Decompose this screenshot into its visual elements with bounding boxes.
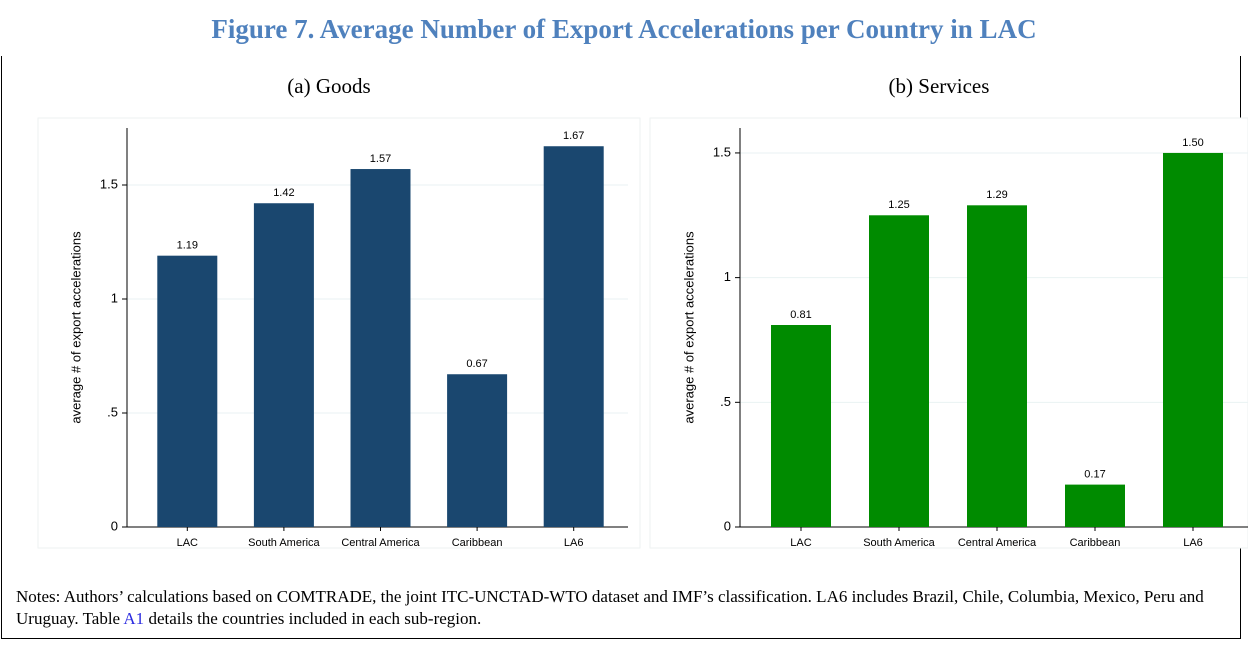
value-label: 0.81	[790, 309, 811, 321]
value-label: 1.50	[1182, 137, 1203, 149]
value-label: 0.67	[466, 358, 487, 370]
bar	[771, 325, 831, 527]
y-tick-label: .5	[720, 394, 731, 409]
plot-panel	[37, 117, 641, 549]
bar	[543, 146, 604, 528]
table-link[interactable]: A1	[123, 609, 145, 628]
notes-text: Notes: Authors’ calculations based on CO…	[16, 587, 1204, 628]
x-tick-label: South America	[863, 537, 935, 549]
x-tick-label: South America	[248, 537, 320, 549]
y-axis-label: average # of export accelerations	[68, 231, 83, 424]
x-tick-label: LAC	[177, 537, 198, 549]
notes-text: details the countries included in each s…	[148, 609, 482, 628]
bar	[253, 203, 314, 528]
plot-panel	[649, 117, 1248, 549]
value-label: 1.42	[273, 187, 294, 199]
bar	[350, 169, 411, 528]
bar	[447, 374, 508, 527]
y-tick-label: 0	[111, 518, 118, 533]
x-tick-label: Caribbean	[1070, 537, 1121, 549]
y-tick-label: 1.5	[713, 144, 731, 159]
value-label: 1.19	[177, 240, 198, 252]
x-tick-label: Central America	[341, 537, 420, 549]
y-tick-label: .5	[107, 404, 118, 419]
x-tick-label: LAC	[790, 537, 811, 549]
bar	[1163, 152, 1223, 527]
y-tick-label: 1	[111, 290, 118, 305]
x-tick-label: Central America	[958, 537, 1037, 549]
bar	[1065, 484, 1125, 527]
x-tick-label: Caribbean	[452, 537, 503, 549]
y-axis-label: average # of export accelerations	[681, 231, 696, 424]
chart-subtitle: (b) Services	[889, 74, 990, 98]
chart-subtitle: (a) Goods	[287, 74, 370, 98]
value-label: 1.57	[370, 153, 391, 165]
value-label: 0.17	[1084, 469, 1105, 481]
bar	[869, 215, 929, 527]
figure-title: Figure 7. Average Number of Export Accel…	[211, 14, 1037, 44]
x-tick-label: LA6	[1183, 537, 1203, 549]
y-tick-label: 0	[724, 518, 731, 533]
x-tick-label: LA6	[564, 537, 584, 549]
bar	[157, 255, 218, 527]
value-label: 1.67	[563, 130, 584, 142]
y-tick-label: 1.5	[100, 176, 118, 191]
y-tick-label: 1	[724, 269, 731, 284]
notes: Notes: Authors’ calculations based on CO…	[16, 586, 1241, 630]
bar	[967, 205, 1027, 527]
value-label: 1.25	[888, 199, 909, 211]
value-label: 1.29	[986, 189, 1007, 201]
